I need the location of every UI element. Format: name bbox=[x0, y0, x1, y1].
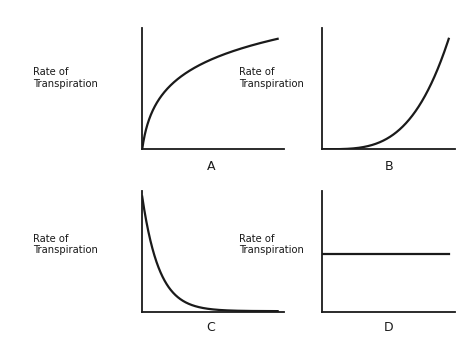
Text: Rate of
Transpiration: Rate of Transpiration bbox=[33, 234, 98, 255]
Text: B: B bbox=[384, 160, 393, 173]
Text: Rate of
Transpiration: Rate of Transpiration bbox=[239, 67, 304, 89]
Text: A: A bbox=[207, 160, 215, 173]
Text: Rate of
Transpiration: Rate of Transpiration bbox=[239, 234, 304, 255]
Text: Rate of
Transpiration: Rate of Transpiration bbox=[33, 67, 98, 89]
Text: D: D bbox=[384, 321, 393, 335]
Text: C: C bbox=[207, 321, 215, 335]
